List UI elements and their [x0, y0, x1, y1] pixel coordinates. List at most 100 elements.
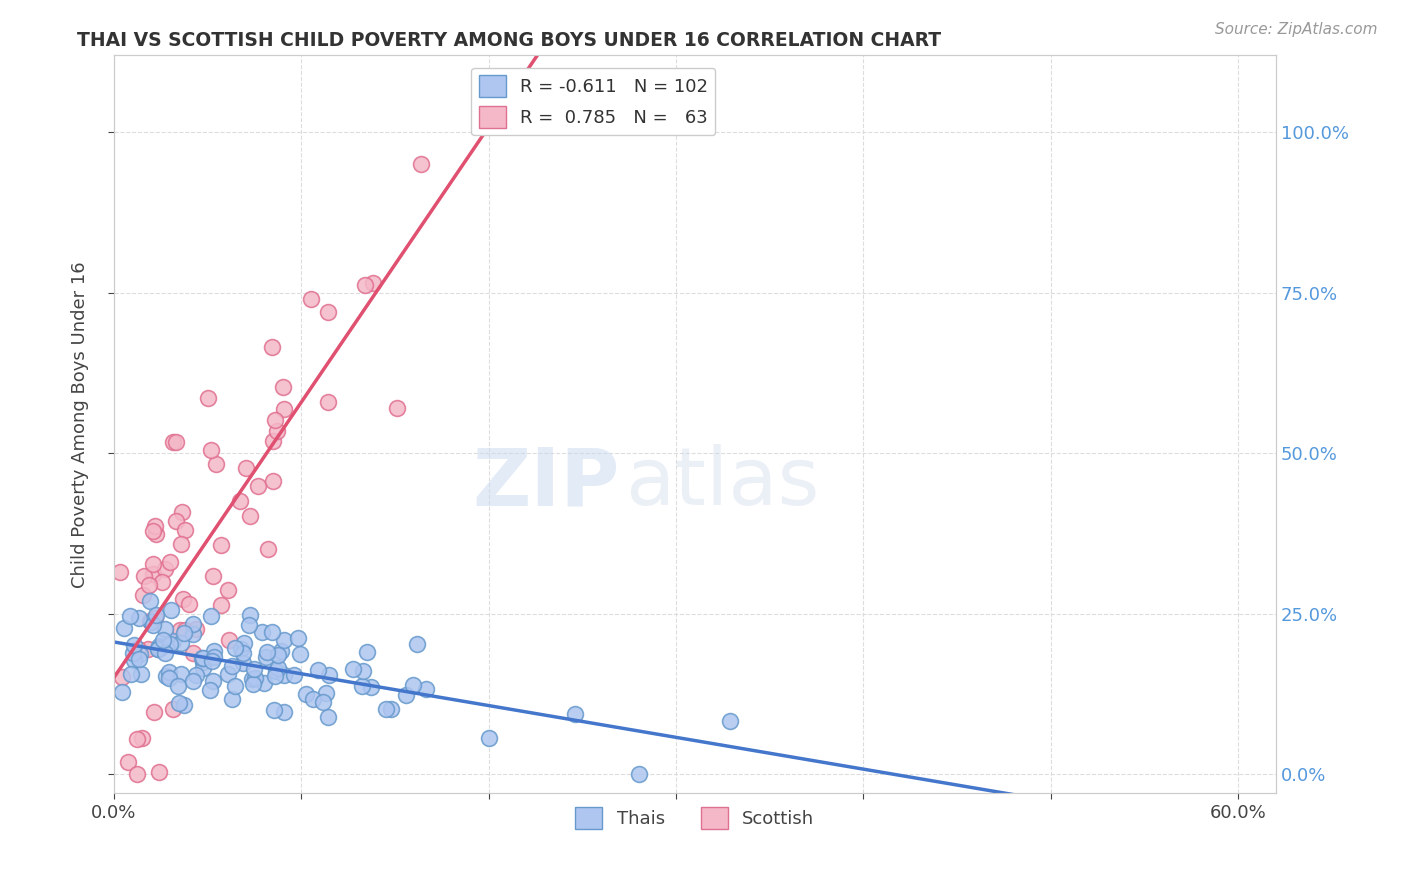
Point: [262, 474, 284, 488]
Point: [307, 663, 329, 677]
Point: [360, 681, 382, 695]
Point: [128, 647, 150, 661]
Point: [380, 701, 402, 715]
Point: [122, 653, 145, 667]
Point: [170, 536, 193, 550]
Point: [193, 661, 215, 675]
Point: [271, 379, 294, 393]
Point: [250, 625, 273, 640]
Point: [131, 731, 153, 745]
Point: [128, 652, 150, 666]
Point: [352, 664, 374, 678]
Point: [162, 633, 184, 648]
Point: [142, 706, 165, 720]
Point: [246, 479, 269, 493]
Point: [356, 645, 378, 659]
Point: [148, 642, 170, 657]
Point: [264, 664, 287, 678]
Point: [153, 646, 176, 660]
Point: [266, 425, 288, 439]
Text: atlas: atlas: [626, 444, 820, 523]
Point: [257, 542, 280, 557]
Point: [312, 695, 335, 709]
Point: [201, 674, 224, 689]
Point: [235, 461, 257, 475]
Point: [173, 698, 195, 712]
Point: [173, 625, 195, 640]
Point: [315, 686, 337, 700]
Point: [262, 434, 284, 449]
Point: [153, 562, 176, 576]
Point: [200, 442, 222, 457]
Point: [478, 731, 501, 745]
Point: [181, 674, 204, 689]
Point: [318, 710, 340, 724]
Point: [242, 677, 264, 691]
Point: [173, 623, 195, 637]
Point: [264, 413, 287, 427]
Point: [166, 679, 188, 693]
Point: [169, 623, 191, 637]
Point: [209, 598, 232, 612]
Point: [295, 687, 318, 701]
Point: [405, 637, 427, 651]
Point: [394, 689, 416, 703]
Point: [179, 597, 201, 611]
Point: [165, 435, 187, 450]
Point: [127, 642, 149, 657]
Point: [361, 276, 384, 290]
Point: [302, 692, 325, 706]
Point: [186, 668, 208, 682]
Point: [159, 637, 181, 651]
Point: [232, 656, 254, 670]
Point: [165, 514, 187, 528]
Point: [270, 644, 292, 658]
Point: [256, 645, 278, 659]
Point: [181, 626, 204, 640]
Point: [145, 527, 167, 541]
Point: [385, 401, 408, 415]
Point: [411, 157, 433, 171]
Point: [148, 764, 170, 779]
Point: [718, 714, 741, 728]
Point: [129, 667, 152, 681]
Text: Source: ZipAtlas.com: Source: ZipAtlas.com: [1215, 22, 1378, 37]
Point: [243, 671, 266, 685]
Point: [138, 641, 160, 656]
Point: [142, 618, 165, 632]
Point: [128, 611, 150, 625]
Point: [172, 591, 194, 606]
Point: [299, 293, 322, 307]
Point: [170, 667, 193, 681]
Point: [111, 670, 134, 684]
Point: [157, 671, 180, 685]
Point: [143, 611, 166, 625]
Point: [273, 401, 295, 416]
Point: [148, 640, 170, 654]
Point: [118, 608, 141, 623]
Point: [184, 623, 207, 637]
Point: [152, 574, 174, 589]
Point: [240, 672, 263, 686]
Point: [167, 696, 190, 710]
Point: [221, 658, 243, 673]
Point: [402, 678, 425, 692]
Point: [172, 505, 194, 519]
Point: [232, 646, 254, 660]
Point: [267, 661, 290, 675]
Point: [132, 588, 155, 602]
Point: [142, 557, 165, 571]
Point: [152, 632, 174, 647]
Point: [148, 641, 170, 656]
Point: [209, 538, 232, 552]
Point: [253, 676, 276, 690]
Point: [221, 692, 243, 706]
Point: [139, 594, 162, 608]
Point: [273, 706, 295, 720]
Point: [354, 277, 377, 292]
Point: [564, 706, 586, 721]
Point: [162, 702, 184, 716]
Point: [267, 648, 290, 662]
Point: [139, 615, 162, 629]
Point: [202, 649, 225, 664]
